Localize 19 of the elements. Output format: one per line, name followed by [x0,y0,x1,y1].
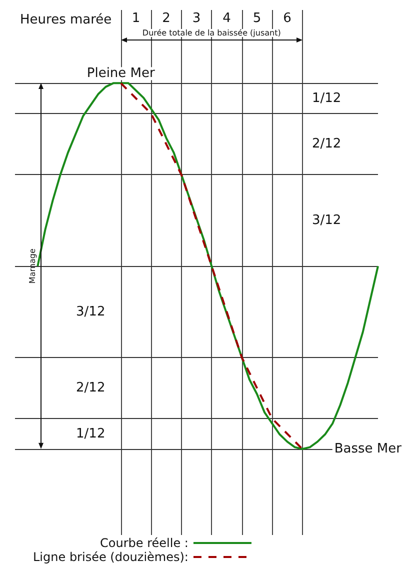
x-tick-label: 5 [252,11,262,26]
annotation: 2/12 [312,136,342,152]
x-tick-label: 6 [283,11,292,26]
legend-label: Courbe réelle : [100,536,188,550]
x-tick-label: 1 [132,11,140,26]
x-tick-label: 3 [192,11,201,26]
x-tick-label: 2 [162,11,170,26]
y-axis-title: Marnage [28,248,38,284]
legend-label: Ligne brisée (douzièmes): [33,550,188,564]
annotation: 2/12 [76,380,106,396]
x-tick-label: 4 [222,11,231,26]
annotation: 1/12 [312,90,342,106]
annotation: 3/12 [76,304,106,320]
annotation: 3/12 [312,212,342,228]
text: Durée totale de la baissée (jusant) [142,28,281,38]
annotation: 1/12 [76,426,106,442]
annotation: Basse Mer [334,442,402,457]
annotation: Pleine Mer [86,66,156,82]
x-axis-title: Heures marée [20,12,112,28]
